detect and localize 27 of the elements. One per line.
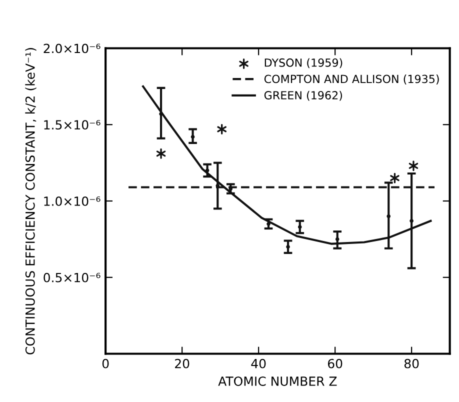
point (298, 225, 302, 229)
x-axis-title: ATOMIC NUMBER Z (218, 376, 337, 386)
y-tick-label: 1.0×10⁻⁶ (44, 196, 100, 206)
point (205, 168, 210, 172)
point (390, 172, 400, 184)
x-tick-label: 80 (404, 358, 419, 368)
y-tick-label: 1.5×10⁻⁶ (44, 120, 100, 130)
point (217, 124, 226, 134)
y-axis-title: CONTINUOUS EFFICIENCY CONSTANT, k/2 (keV⁻¹) (25, 48, 36, 354)
legend-label: COMPTON AND ALLISON (1935) (264, 74, 439, 84)
point (386, 214, 391, 218)
point (335, 237, 340, 242)
point (410, 218, 414, 223)
point (408, 160, 418, 172)
x-tick-label: 0 (102, 358, 109, 368)
x-tick-label: 60 (328, 358, 342, 368)
point (190, 134, 195, 139)
y-tick-label: 2.0×10⁻⁶ (44, 44, 100, 54)
y-tick-label: 0.5×10⁻⁶ (44, 272, 100, 282)
point (156, 148, 166, 159)
point (266, 222, 270, 226)
x-tick-label: 40 (251, 358, 266, 368)
point (286, 244, 290, 249)
legend-label: GREEN (1962) (264, 90, 342, 101)
point (159, 112, 163, 116)
x-tick-label: 20 (175, 358, 190, 368)
legend-label: DYSON (1959) (264, 58, 342, 68)
